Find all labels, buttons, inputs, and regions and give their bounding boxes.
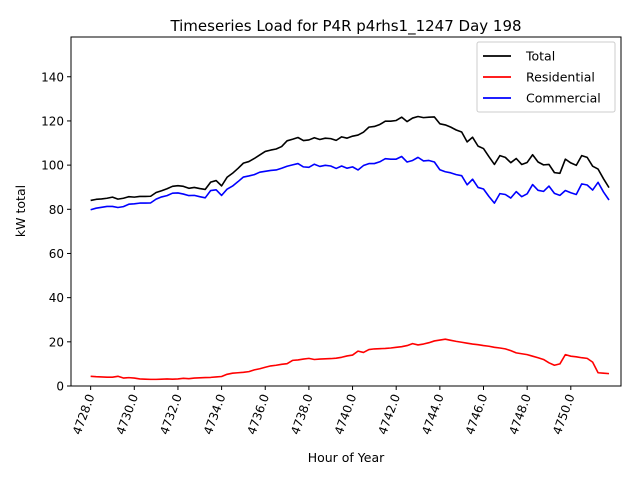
legend-label-total: Total	[525, 49, 555, 64]
chart-title: Timeseries Load for P4R p4rhs1_1247 Day …	[169, 17, 521, 36]
x-tick-label: 4740.0	[332, 392, 360, 436]
y-tick-label: 100	[41, 159, 64, 173]
y-tick-label: 80	[49, 203, 64, 217]
legend-label-residential: Residential	[526, 70, 595, 85]
x-tick-label: 4746.0	[463, 392, 491, 436]
x-tick-label: 4744.0	[419, 392, 447, 436]
x-axis-ticks: 4728.0 4730.0 4732.0 4734.0 4736.0 4738.0 4740…	[70, 386, 578, 436]
y-axis-label: kW total	[13, 185, 28, 237]
y-tick-label: 40	[49, 291, 64, 305]
y-tick-label: 120	[41, 114, 64, 128]
plot-frame	[70, 36, 622, 387]
x-tick-label: 4736.0	[245, 392, 273, 436]
x-tick-label: 4734.0	[201, 392, 229, 436]
legend-label-commercial: Commercial	[526, 91, 601, 106]
x-tick-label: 4750.0	[550, 392, 578, 436]
x-tick-label: 4748.0	[506, 392, 534, 436]
x-tick-label: 4728.0	[70, 392, 98, 436]
y-tick-label: 0	[56, 380, 64, 394]
series-line-total	[90, 115, 610, 202]
legend: Total Residential Commercial	[476, 41, 616, 113]
x-axis-label: Hour of Year	[308, 450, 385, 465]
y-tick-label: 60	[49, 247, 64, 261]
y-axis-ticks: 0 20 40 60 80 100 120 140	[41, 70, 71, 394]
series-line-commercial	[90, 155, 610, 211]
y-tick-label: 20	[49, 335, 64, 349]
x-tick-label: 4742.0	[375, 392, 403, 436]
x-tick-label: 4738.0	[288, 392, 316, 436]
series-line-residential	[90, 338, 610, 381]
series-layer	[90, 115, 610, 381]
legend-frame	[476, 41, 616, 113]
x-tick-label: 4730.0	[114, 392, 142, 436]
y-tick-label: 140	[41, 70, 64, 84]
x-tick-label: 4732.0	[157, 392, 185, 436]
plot-area	[70, 36, 622, 387]
